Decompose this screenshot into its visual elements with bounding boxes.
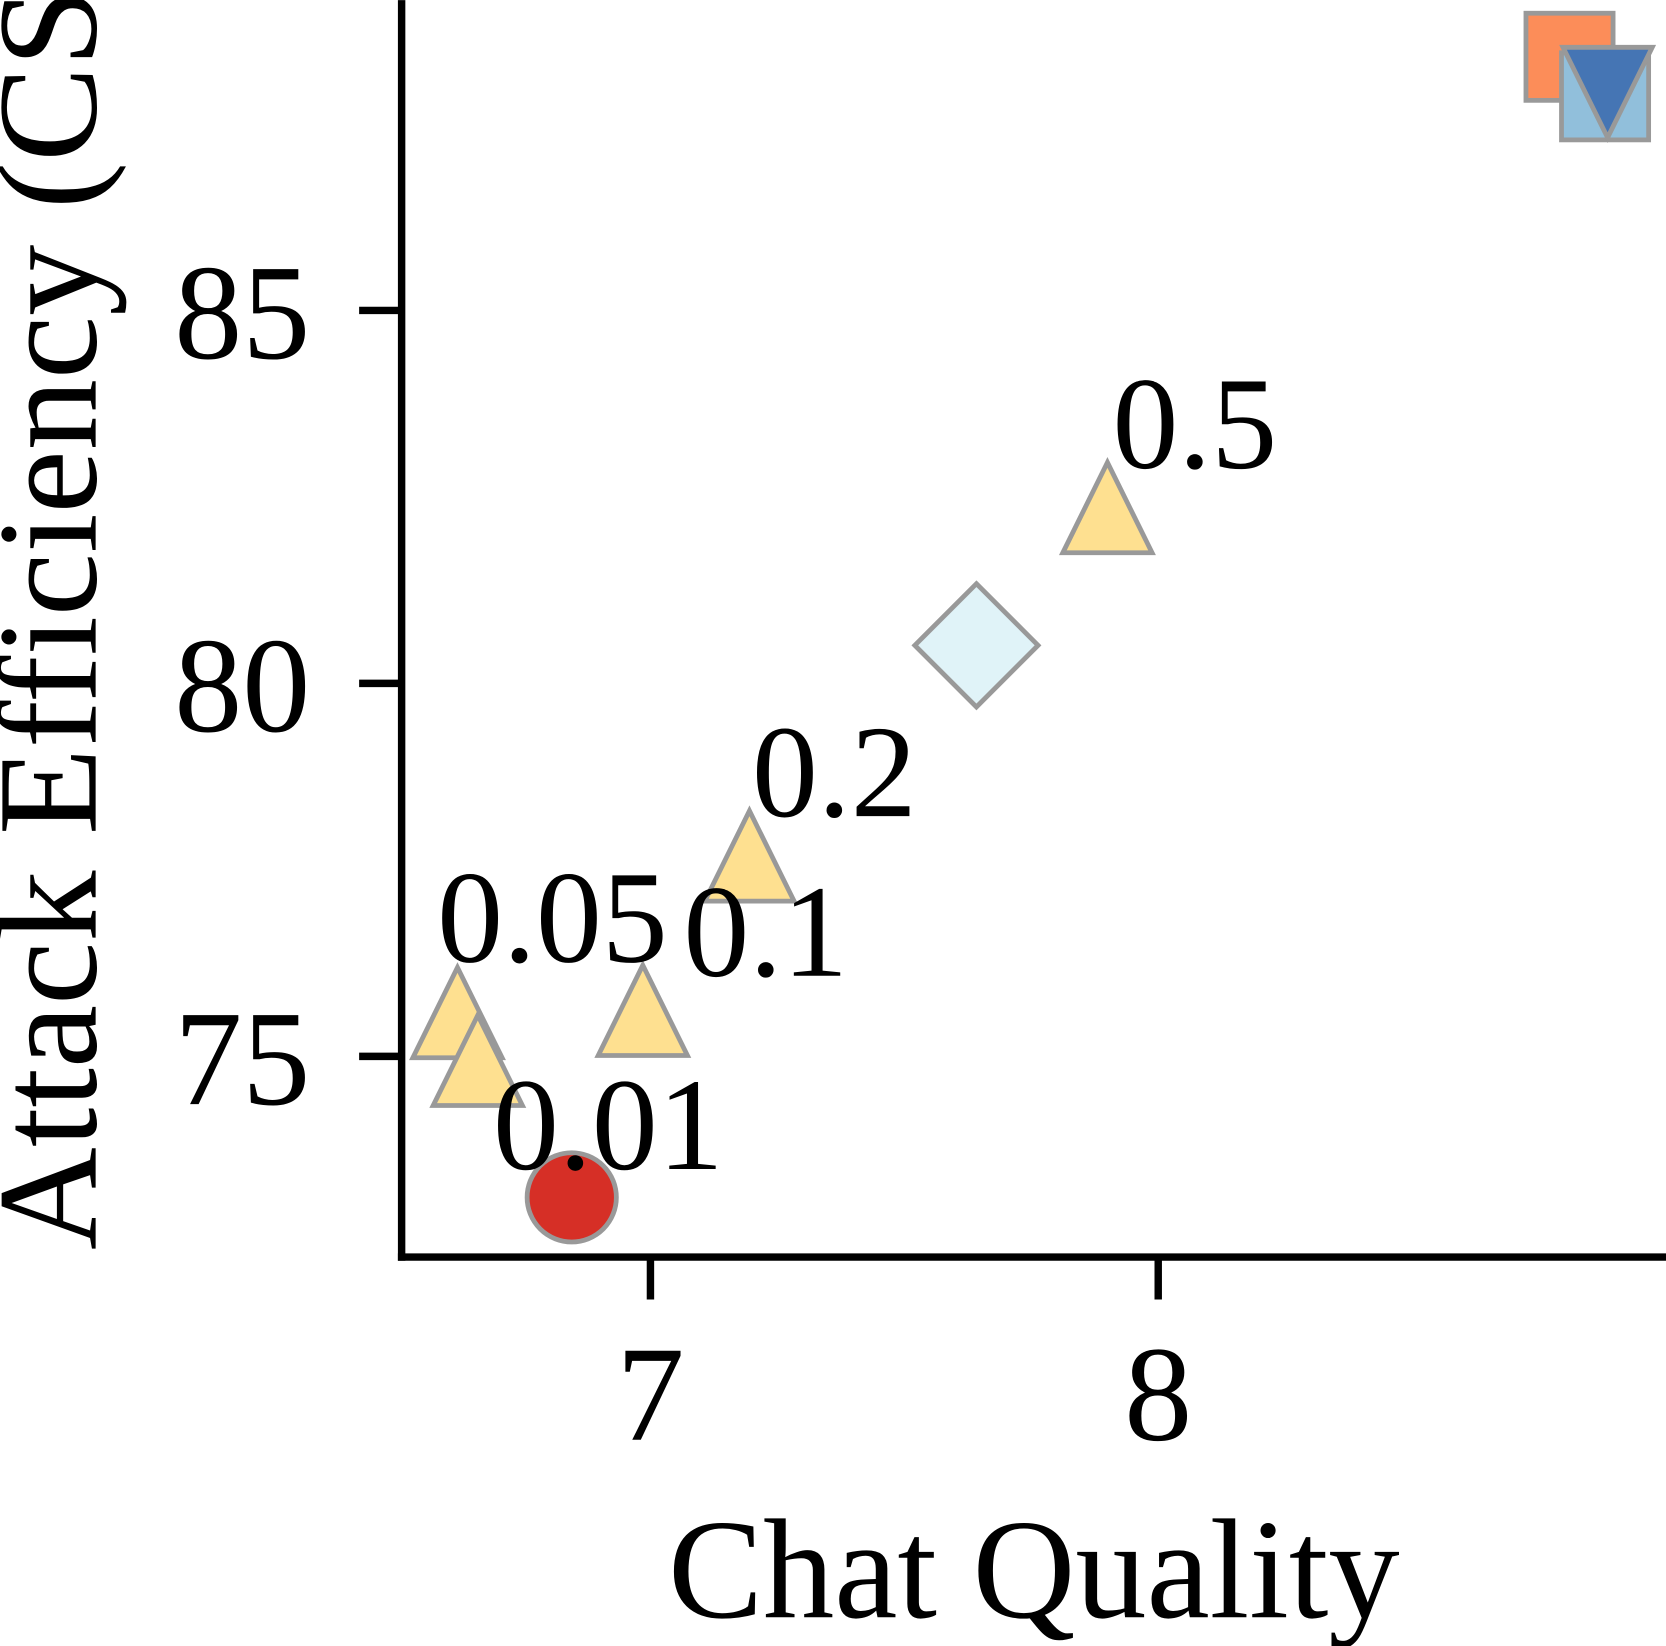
annotation: 0.2 [752,700,917,845]
point [911,580,1042,711]
x-tick-label: 7 [616,1320,684,1470]
x-tick-label: 8 [1124,1320,1192,1470]
point [524,1150,619,1245]
y-axis-label: Attack Efficiency (CS) [0,0,127,1250]
y-tick-label: 75 [174,984,310,1134]
annotation: 0.01 [493,1053,724,1198]
point [1058,457,1156,556]
point [700,805,798,904]
y-tick-label: 80 [174,611,310,761]
y-tick-label: 85 [174,238,310,388]
point [1559,44,1657,144]
annotation: 0.05 [437,846,668,991]
x-axis-label: Chat Quality [668,1490,1399,1646]
point [429,1009,527,1108]
annotation: 0.5 [1113,352,1278,497]
point [594,959,692,1058]
annotation: 0.1 [683,860,848,1005]
